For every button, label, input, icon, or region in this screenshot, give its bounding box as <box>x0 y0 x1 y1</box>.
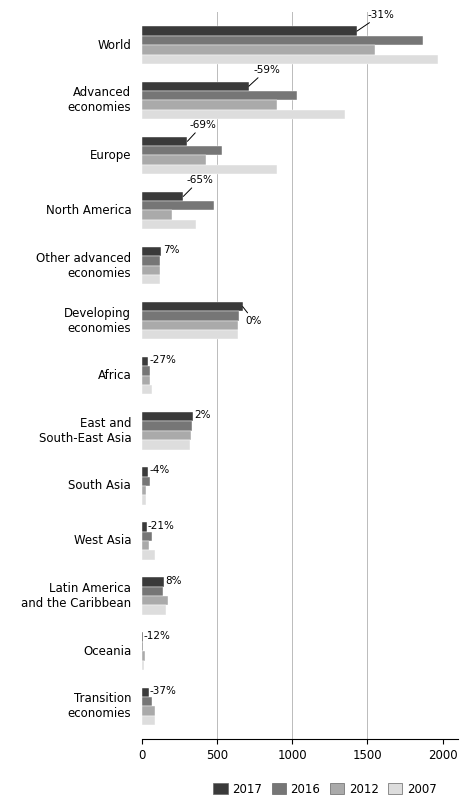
Bar <box>142 246 161 256</box>
Legend: 2017, 2016, 2012, 2007: 2017, 2016, 2012, 2007 <box>209 778 441 801</box>
Bar <box>142 266 160 275</box>
Bar <box>142 578 164 587</box>
Bar <box>142 550 155 560</box>
Bar <box>142 155 206 165</box>
Text: -21%: -21% <box>148 520 175 531</box>
Bar <box>142 651 144 661</box>
Bar <box>142 191 183 201</box>
Bar <box>142 90 297 100</box>
Bar <box>142 165 277 174</box>
Bar <box>142 661 143 670</box>
Text: 2%: 2% <box>194 410 211 420</box>
Bar <box>142 587 163 596</box>
Text: 0%: 0% <box>243 306 262 326</box>
Bar <box>142 45 375 55</box>
Bar <box>142 27 357 36</box>
Bar <box>142 146 222 155</box>
Bar <box>142 716 155 725</box>
Bar <box>142 330 238 339</box>
Text: -12%: -12% <box>143 631 170 641</box>
Bar <box>142 275 160 284</box>
Text: -59%: -59% <box>249 65 280 86</box>
Text: -65%: -65% <box>183 175 213 196</box>
Bar <box>142 36 423 45</box>
Bar <box>142 137 187 146</box>
Bar <box>142 431 191 440</box>
Bar <box>142 110 345 119</box>
Bar <box>142 696 152 706</box>
Bar <box>142 54 438 64</box>
Bar <box>142 688 149 696</box>
Bar <box>142 596 168 605</box>
Bar <box>142 100 277 110</box>
Bar <box>142 366 151 376</box>
Bar <box>142 486 146 495</box>
Bar <box>142 210 172 220</box>
Bar <box>142 357 148 366</box>
Bar <box>142 440 190 449</box>
Bar <box>142 412 193 422</box>
Bar <box>142 385 152 394</box>
Bar <box>142 642 143 651</box>
Bar <box>142 82 249 90</box>
Bar <box>142 321 238 330</box>
Bar <box>142 605 166 615</box>
Text: -4%: -4% <box>149 465 169 475</box>
Bar <box>142 376 150 385</box>
Bar <box>142 302 243 311</box>
Text: -37%: -37% <box>150 686 177 696</box>
Text: -27%: -27% <box>149 356 176 365</box>
Text: -31%: -31% <box>357 10 395 32</box>
Bar <box>142 422 192 431</box>
Bar <box>142 495 146 505</box>
Bar <box>142 633 143 642</box>
Bar <box>142 477 150 486</box>
Bar <box>142 522 147 532</box>
Text: 8%: 8% <box>165 575 182 586</box>
Bar <box>142 220 196 229</box>
Text: -69%: -69% <box>187 120 216 141</box>
Bar <box>142 706 155 716</box>
Bar <box>142 311 239 321</box>
Text: 7%: 7% <box>163 245 179 255</box>
Bar <box>142 256 160 266</box>
Bar <box>142 467 148 477</box>
Bar <box>142 532 152 541</box>
Bar <box>142 201 214 210</box>
Bar <box>142 541 149 550</box>
